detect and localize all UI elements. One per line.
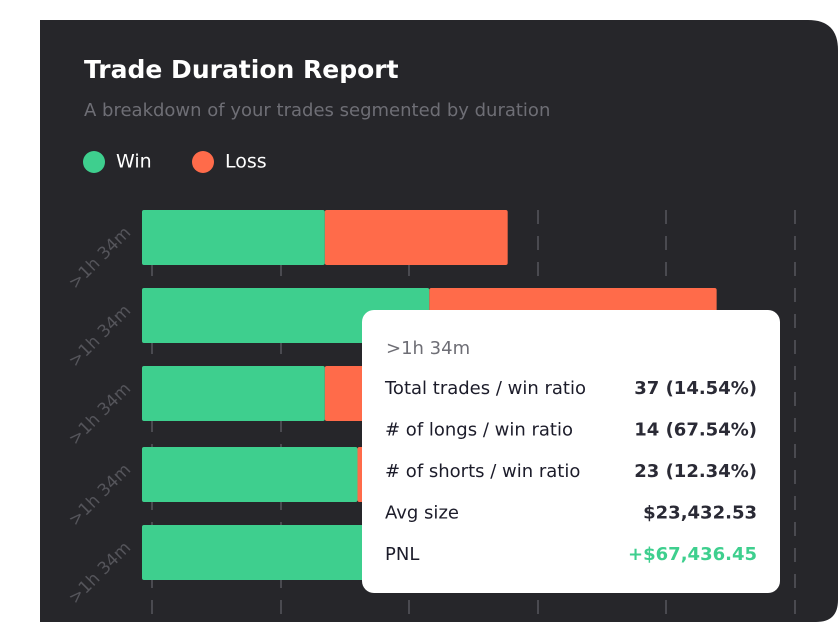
legend-swatch <box>83 151 105 173</box>
tooltip-label: Avg size <box>385 503 459 524</box>
legend-label: Loss <box>225 151 267 173</box>
tooltip: >1h 34m Total trades / win ratio 37 (14.54… <box>362 310 780 593</box>
tooltip-label: Total trades / win ratio <box>384 378 586 399</box>
tooltip-box <box>362 310 780 593</box>
tooltip-label: # of longs / win ratio <box>385 420 573 441</box>
tooltip-label: # of shorts / win ratio <box>385 461 580 482</box>
bar-segment <box>142 525 378 580</box>
tooltip-title: >1h 34m <box>386 338 470 359</box>
tooltip-value: +$67,436.45 <box>628 544 757 565</box>
chart-subtitle: A breakdown of your trades segmented by … <box>84 100 550 121</box>
tooltip-label: PNL <box>385 544 419 565</box>
bar-segment <box>142 366 325 421</box>
legend-label: Win <box>116 151 152 173</box>
bar-segment <box>142 210 325 265</box>
chart-title: Trade Duration Report <box>84 55 399 84</box>
legend-swatch <box>192 151 214 173</box>
tooltip-value: 14 (67.54%) <box>634 420 757 441</box>
bar-segment <box>142 447 358 502</box>
bar-segment <box>324 210 508 265</box>
tooltip-value: 23 (12.34%) <box>634 461 757 482</box>
tooltip-value: 37 (14.54%) <box>634 378 757 399</box>
tooltip-value: $23,432.53 <box>643 503 757 524</box>
bar-segment <box>142 288 430 343</box>
